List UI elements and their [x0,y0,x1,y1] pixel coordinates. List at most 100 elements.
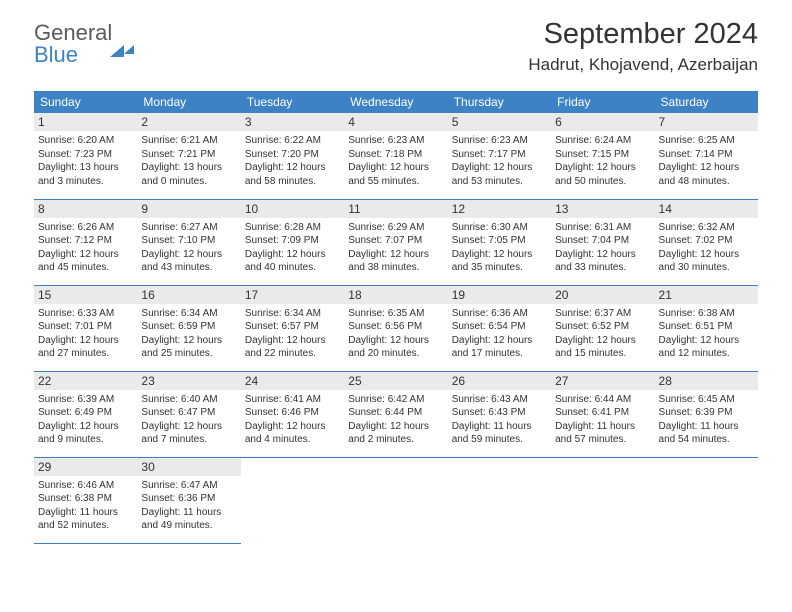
day-info: Sunrise: 6:24 AMSunset: 7:15 PMDaylight:… [555,134,650,188]
day-cell-empty [344,457,447,543]
calendar-row: 15 Sunrise: 6:33 AMSunset: 7:01 PMDayligh… [34,285,758,371]
day-number: 18 [344,286,447,304]
day-number: 11 [344,200,447,218]
logo-triangle-icon [110,20,124,57]
day-number: 14 [655,200,758,218]
day-number: 13 [551,200,654,218]
day-info: Sunrise: 6:21 AMSunset: 7:21 PMDaylight:… [141,134,236,188]
weekday-header: Thursday [448,91,551,113]
day-cell: 4Sunrise: 6:23 AMSunset: 7:18 PMDaylight… [344,113,447,199]
day-info: Sunrise: 6:26 AMSunset: 7:12 PMDaylight:… [38,221,133,275]
day-cell: 29 Sunrise: 6:46 AMSunset: 6:38 PMDayligh… [34,457,137,543]
day-number: 1 [34,113,137,131]
day-info: Sunrise: 6:40 AMSunset: 6:47 PMDaylight:… [141,393,236,447]
day-number: 9 [137,200,240,218]
day-number: 10 [241,200,344,218]
header: General Blue September 2024 Hadrut, Khoj… [0,0,792,83]
day-info: Sunrise: 6:27 AMSunset: 7:10 PMDaylight:… [141,221,236,275]
day-info: Sunrise: 6:43 AMSunset: 6:43 PMDaylight:… [452,393,547,447]
logo-word2: Blue [34,42,78,67]
day-cell: 20 Sunrise: 6:37 AMSunset: 6:52 PMDayligh… [551,285,654,371]
day-number: 6 [551,113,654,131]
day-cell: 11Sunrise: 6:29 AMSunset: 7:07 PMDayligh… [344,199,447,285]
day-cell-empty [448,457,551,543]
day-number: 12 [448,200,551,218]
day-cell: 17 Sunrise: 6:34 AMSunset: 6:57 PMDayligh… [241,285,344,371]
day-number: 22 [34,372,137,390]
day-info: Sunrise: 6:46 AMSunset: 6:38 PMDaylight:… [38,479,133,533]
day-info: Sunrise: 6:32 AMSunset: 7:02 PMDaylight:… [659,221,754,275]
weekday-header: Monday [137,91,240,113]
calendar-table: Sunday Monday Tuesday Wednesday Thursday… [34,91,758,544]
weekday-header: Sunday [34,91,137,113]
day-info: Sunrise: 6:42 AMSunset: 6:44 PMDaylight:… [348,393,443,447]
day-number: 27 [551,372,654,390]
day-number: 19 [448,286,551,304]
day-cell: 3 Sunrise: 6:22 AMSunset: 7:20 PMDaylight… [241,113,344,199]
day-info: Sunrise: 6:20 AMSunset: 7:23 PMDaylight:… [38,134,133,188]
day-info: Sunrise: 6:35 AMSunset: 6:56 PMDaylight:… [348,307,443,361]
calendar-row: 22 Sunrise: 6:39 AMSunset: 6:49 PMDayligh… [34,371,758,457]
day-number: 3 [241,113,344,131]
day-number: 8 [34,200,137,218]
day-number: 17 [241,286,344,304]
day-cell: 14 Sunrise: 6:32 AMSunset: 7:02 PMDayligh… [655,199,758,285]
day-cell: 21 Sunrise: 6:38 AMSunset: 6:51 PMDayligh… [655,285,758,371]
day-info: Sunrise: 6:37 AMSunset: 6:52 PMDaylight:… [555,307,650,361]
day-info: Sunrise: 6:31 AMSunset: 7:04 PMDaylight:… [555,221,650,275]
day-cell: 23 Sunrise: 6:40 AMSunset: 6:47 PMDayligh… [137,371,240,457]
day-cell: 19 Sunrise: 6:36 AMSunset: 6:54 PMDayligh… [448,285,551,371]
day-cell: 7Sunrise: 6:25 AMSunset: 7:14 PMDaylight… [655,113,758,199]
day-info: Sunrise: 6:22 AMSunset: 7:20 PMDaylight:… [245,134,340,188]
day-cell: 5Sunrise: 6:23 AMSunset: 7:17 PMDaylight… [448,113,551,199]
day-cell: 28 Sunrise: 6:45 AMSunset: 6:39 PMDayligh… [655,371,758,457]
day-info: Sunrise: 6:23 AMSunset: 7:18 PMDaylight:… [348,134,443,188]
day-cell: 26Sunrise: 6:43 AMSunset: 6:43 PMDayligh… [448,371,551,457]
day-number: 7 [655,113,758,131]
logo-triangle2-icon [124,20,134,54]
logo: General Blue [34,18,134,66]
day-cell: 16 Sunrise: 6:34 AMSunset: 6:59 PMDayligh… [137,285,240,371]
weekday-header: Tuesday [241,91,344,113]
day-cell: 15 Sunrise: 6:33 AMSunset: 7:01 PMDayligh… [34,285,137,371]
day-info: Sunrise: 6:33 AMSunset: 7:01 PMDaylight:… [38,307,133,361]
day-cell: 6 Sunrise: 6:24 AMSunset: 7:15 PMDaylight… [551,113,654,199]
day-number: 5 [448,113,551,131]
day-info: Sunrise: 6:28 AMSunset: 7:09 PMDaylight:… [245,221,340,275]
day-cell: 25Sunrise: 6:42 AMSunset: 6:44 PMDayligh… [344,371,447,457]
day-info: Sunrise: 6:38 AMSunset: 6:51 PMDaylight:… [659,307,754,361]
day-cell: 2 Sunrise: 6:21 AMSunset: 7:21 PMDaylight… [137,113,240,199]
day-number: 2 [137,113,240,131]
day-cell: 27Sunrise: 6:44 AMSunset: 6:41 PMDayligh… [551,371,654,457]
calendar-row: 8 Sunrise: 6:26 AMSunset: 7:12 PMDaylight… [34,199,758,285]
day-cell: 18 Sunrise: 6:35 AMSunset: 6:56 PMDayligh… [344,285,447,371]
day-cell: 1 Sunrise: 6:20 AMSunset: 7:23 PMDaylight… [34,113,137,199]
day-cell-empty [241,457,344,543]
day-info: Sunrise: 6:41 AMSunset: 6:46 PMDaylight:… [245,393,340,447]
day-number: 23 [137,372,240,390]
day-number: 20 [551,286,654,304]
day-number: 28 [655,372,758,390]
day-number: 21 [655,286,758,304]
day-cell: 30Sunrise: 6:47 AMSunset: 6:36 PMDayligh… [137,457,240,543]
weekday-header: Wednesday [344,91,447,113]
day-cell: 9 Sunrise: 6:27 AMSunset: 7:10 PMDaylight… [137,199,240,285]
day-info: Sunrise: 6:45 AMSunset: 6:39 PMDaylight:… [659,393,754,447]
page-title: September 2024 [528,18,758,51]
day-cell: 13 Sunrise: 6:31 AMSunset: 7:04 PMDayligh… [551,199,654,285]
day-info: Sunrise: 6:34 AMSunset: 6:59 PMDaylight:… [141,307,236,361]
title-block: September 2024 Hadrut, Khojavend, Azerba… [528,18,758,75]
day-info: Sunrise: 6:36 AMSunset: 6:54 PMDaylight:… [452,307,547,361]
day-info: Sunrise: 6:39 AMSunset: 6:49 PMDaylight:… [38,393,133,447]
day-cell: 12Sunrise: 6:30 AMSunset: 7:05 PMDayligh… [448,199,551,285]
weekday-header: Saturday [655,91,758,113]
calendar-row: 1 Sunrise: 6:20 AMSunset: 7:23 PMDaylight… [34,113,758,199]
day-number: 29 [34,458,137,476]
day-number: 15 [34,286,137,304]
location-text: Hadrut, Khojavend, Azerbaijan [528,55,758,75]
logo-text: General Blue [34,22,134,66]
day-info: Sunrise: 6:34 AMSunset: 6:57 PMDaylight:… [245,307,340,361]
day-info: Sunrise: 6:47 AMSunset: 6:36 PMDaylight:… [141,479,236,533]
weekday-header-row: Sunday Monday Tuesday Wednesday Thursday… [34,91,758,113]
day-number: 16 [137,286,240,304]
